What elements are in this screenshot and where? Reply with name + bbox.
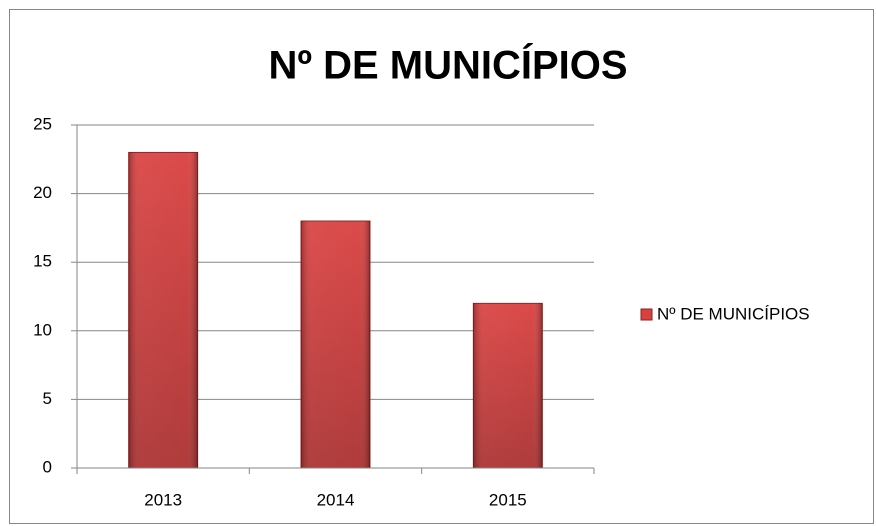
legend-label: Nº DE MUNICÍPIOS xyxy=(657,304,810,323)
y-tick-label: 0 xyxy=(43,457,52,476)
x-tick-label: 2013 xyxy=(144,490,182,509)
bar xyxy=(300,220,371,469)
x-tick-label: 2014 xyxy=(317,490,355,509)
x-tick-label: 2015 xyxy=(489,490,527,509)
bar xyxy=(472,302,543,469)
bar xyxy=(128,151,199,469)
chart-title: Nº DE MUNICÍPIOS xyxy=(268,43,627,88)
y-tick-label: 5 xyxy=(43,389,52,408)
y-tick-label: 25 xyxy=(33,114,52,133)
y-tick-label: 10 xyxy=(33,320,52,339)
y-tick-label: 15 xyxy=(33,252,52,271)
y-tick-label: 20 xyxy=(33,183,52,202)
legend-swatch xyxy=(640,308,653,321)
